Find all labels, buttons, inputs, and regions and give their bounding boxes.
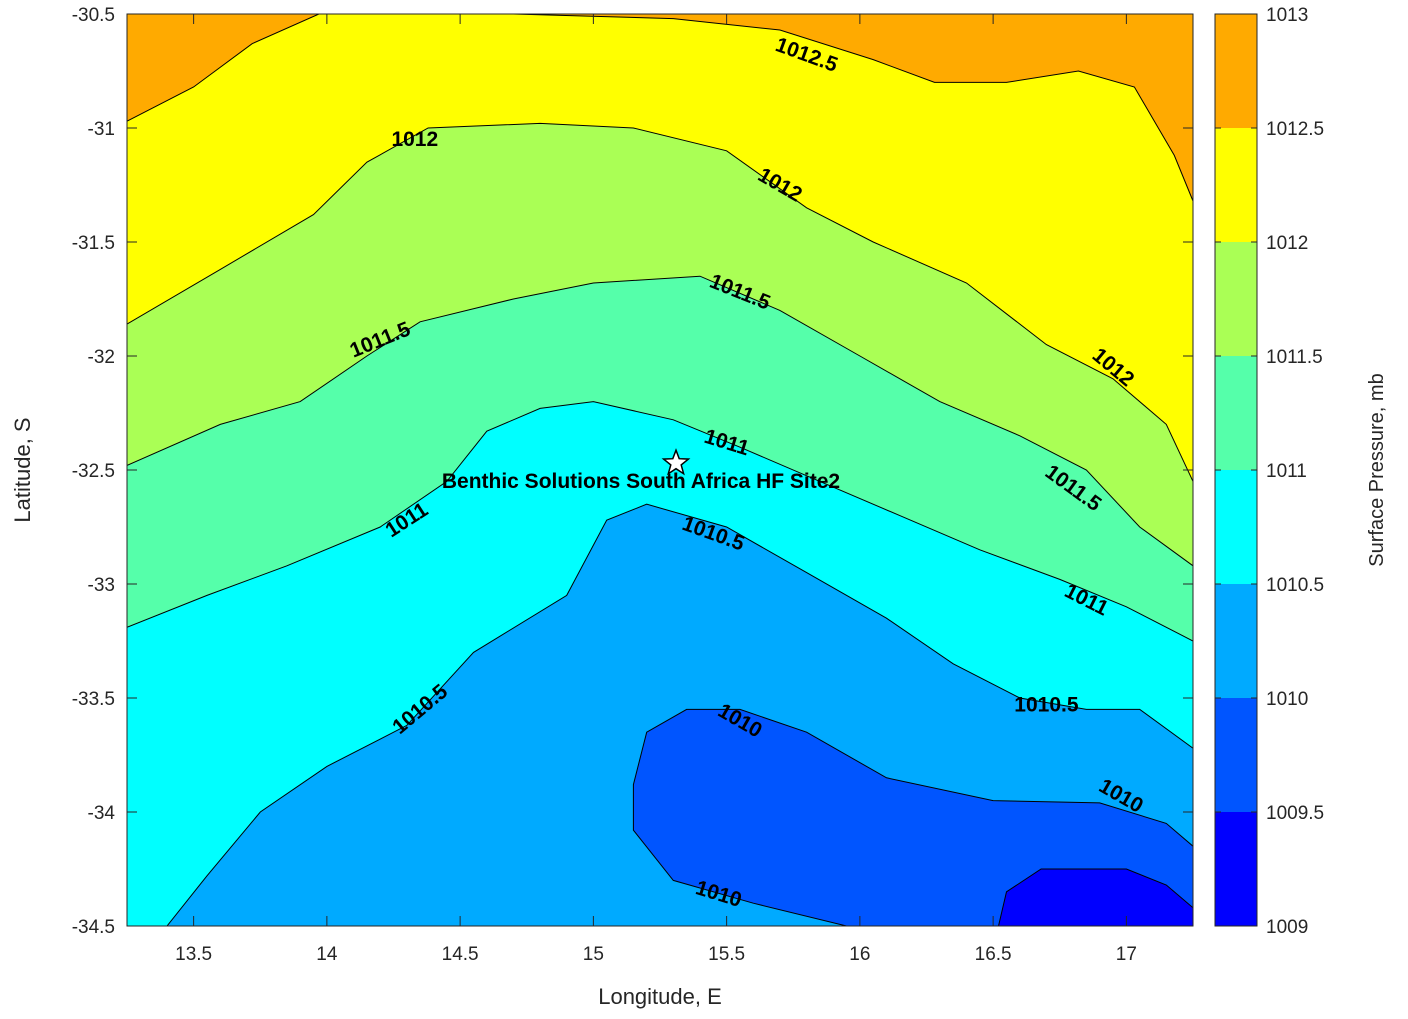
x-tick-label: 15.5 [708, 944, 745, 965]
colorbar-tick-label: 1010.5 [1266, 575, 1324, 596]
site-marker: Benthic Solutions South Africa HF Site2 [442, 448, 840, 493]
y-axis-label: Latitude, S [10, 417, 35, 522]
colorbar-band [1215, 470, 1257, 584]
y-tick-label: -34 [88, 803, 116, 824]
contour-line-1010 [632, 708, 1193, 926]
x-tick-label: 14.5 [442, 944, 479, 965]
y-tick-label: -33 [88, 575, 115, 596]
y-tick-label: -32.5 [72, 461, 115, 482]
y-tick-label: -34.5 [72, 917, 115, 938]
colorbar-label: Surface Pressure, mb [1366, 373, 1388, 566]
x-tick-label: 13.5 [175, 944, 212, 965]
contour-line-1012-5 [127, 14, 1193, 202]
contour-label: 1010.5 [1014, 693, 1079, 716]
y-tick-label: -32 [88, 347, 115, 368]
colorbar-tick-label: 1013 [1266, 5, 1308, 26]
y-tick-label: -31 [88, 119, 115, 140]
pressure-band-fills [127, 14, 1193, 926]
colorbar-tick-label: 1010 [1266, 689, 1308, 710]
x-axis-label: Longitude, E [598, 984, 722, 1009]
colorbar-tick-label: 1011 [1266, 461, 1307, 482]
colorbar-band [1215, 128, 1257, 242]
colorbar-band [1215, 356, 1257, 470]
x-tick-label: 15 [583, 944, 604, 965]
x-tick-label: 16.5 [975, 944, 1012, 965]
contour-label: 1012 [391, 128, 438, 151]
colorbar-tick-label: 1012 [1266, 233, 1308, 254]
colorbar-band [1215, 242, 1257, 356]
y-tick-label: -30.5 [72, 5, 115, 26]
x-tick-label: 16 [849, 944, 870, 965]
y-tick-label: -31.5 [72, 233, 115, 254]
colorbar: 1009 1009.5 1010 1010.5 1011 1011.5 1012 1012.5… [1214, 5, 1324, 938]
x-tick-label: 14 [316, 944, 338, 965]
colorbar-tick-label: 1009.5 [1266, 803, 1324, 824]
x-tick-label: 17 [1116, 944, 1137, 965]
contour-line-1010-5 [166, 503, 1193, 926]
contour-line-1011 [127, 401, 1193, 642]
contour-lines [127, 14, 1193, 926]
colorbar-tick-label: 1011.5 [1266, 347, 1323, 368]
y-tick-label: -33.5 [72, 689, 115, 710]
colorbar-band [1215, 698, 1257, 812]
contour-line-1012 [127, 122, 1193, 482]
colorbar-band [1215, 14, 1257, 128]
contour-line-1009-5 [998, 868, 1193, 926]
site-label: Benthic Solutions South Africa HF Site2 [442, 470, 840, 493]
x-axis-ticks: 13.5 14 14.5 15 15.5 16 16.5 17 [175, 14, 1137, 965]
site-star-icon [661, 448, 691, 476]
band-1009-5-fill [998, 869, 1193, 926]
plot-area: 1012.5101210121011.51011.510121011101110… [127, 14, 1193, 926]
contour-line-1011-5 [127, 275, 1193, 567]
colorbar-band [1215, 584, 1257, 698]
colorbar-band [1215, 812, 1257, 926]
colorbar-tick-label: 1012.5 [1266, 119, 1324, 140]
colorbar-tick-label: 1009 [1266, 917, 1308, 938]
y-axis-ticks: -30.5 -31 -31.5 -32 -32.5 -33 -33.5 -34 -34.5 [72, 5, 1193, 938]
